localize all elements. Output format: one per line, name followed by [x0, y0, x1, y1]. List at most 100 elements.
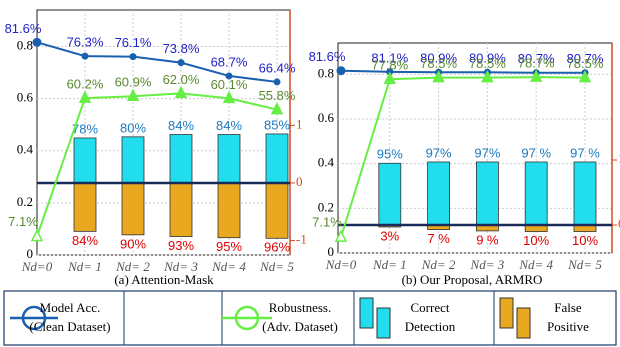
marker	[174, 85, 188, 99]
legend-icon	[234, 305, 260, 331]
data-label: 95%	[216, 239, 242, 254]
y-tick-label: 0.4	[17, 142, 34, 157]
bar	[573, 161, 597, 226]
bar	[265, 133, 289, 184]
legend-label: Model Acc.	[40, 300, 101, 315]
data-label: 84%	[168, 118, 194, 133]
y2-tick-label: 0	[618, 216, 620, 231]
legend-label: Robustness.	[269, 300, 331, 315]
marker	[129, 53, 137, 61]
bar	[121, 136, 145, 184]
y-tick-label: 0.4	[318, 155, 335, 170]
y2-tick-label: 1	[618, 151, 620, 166]
data-label: 81.6%	[309, 49, 346, 64]
data-label: 73.8%	[163, 41, 200, 56]
data-label: 80.7%	[518, 51, 555, 66]
data-label: 76.1%	[115, 35, 152, 50]
marker	[32, 37, 42, 47]
caption: (b) Our Proposal, ARMRO	[402, 272, 543, 287]
data-label: 81.6%	[5, 21, 42, 36]
data-label: 62.0%	[163, 72, 200, 87]
legend-icon	[499, 297, 514, 329]
data-label: 80.7%	[567, 51, 604, 66]
data-label: 84%	[216, 118, 242, 133]
data-label: 81.1%	[371, 50, 408, 65]
data-label: 93%	[168, 238, 194, 253]
y-tick-label: 0.6	[318, 110, 335, 125]
marker	[273, 78, 281, 86]
x-tick-label: Nd= 4	[518, 257, 553, 272]
data-label: 85%	[264, 117, 290, 132]
data-label: 80.9%	[469, 51, 506, 66]
y2-tick-label: -1	[296, 232, 307, 247]
legend-icon	[376, 307, 391, 339]
data-label: 90%	[120, 236, 146, 251]
bar	[217, 134, 241, 184]
marker	[30, 228, 44, 242]
y2-tick-label: 0	[296, 174, 303, 189]
bar	[475, 161, 499, 226]
line	[340, 69, 585, 74]
legend-icon	[359, 297, 374, 329]
x-tick-label: Nd= 2	[421, 257, 456, 272]
marker	[222, 90, 236, 104]
marker	[336, 66, 346, 76]
line	[36, 92, 278, 237]
data-label: 84%	[72, 233, 98, 248]
legend-box	[3, 290, 617, 346]
data-label: 55.8%	[259, 88, 296, 103]
marker	[383, 71, 397, 84]
legend-label: Correct	[411, 300, 450, 315]
bar	[265, 182, 289, 239]
legend-icon	[21, 305, 47, 331]
legend-label: Detection	[405, 319, 456, 334]
marker	[432, 69, 445, 83]
data-label: 66.4%	[259, 60, 296, 75]
data-label: 78%	[72, 121, 98, 136]
x-tick-label: Nd= 2	[115, 259, 150, 274]
data-label: 80.9%	[420, 51, 457, 66]
marker	[270, 101, 284, 115]
legend-label: (Clean Dataset)	[29, 319, 110, 334]
bar	[169, 134, 193, 184]
data-label: 9 %	[476, 232, 499, 247]
marker	[225, 72, 233, 80]
data-label: 68.7%	[211, 54, 248, 69]
y-tick-label: 0.8	[17, 37, 33, 52]
marker	[578, 69, 592, 83]
data-label: 78.7%	[518, 56, 555, 71]
legend-label: Positive	[547, 319, 589, 334]
marker	[126, 88, 140, 102]
data-label: 7.1%	[312, 215, 342, 230]
x-tick-label: Nd=0	[21, 259, 53, 274]
bar	[524, 161, 548, 226]
data-label: 60.9%	[115, 75, 152, 90]
marker	[78, 90, 92, 103]
data-label: 60.2%	[67, 77, 104, 92]
x-tick-label: Nd= 3	[470, 257, 505, 272]
data-label: 10%	[523, 233, 549, 248]
y-tick-label: 0	[328, 244, 335, 259]
x-tick-label: Nd= 5	[567, 257, 602, 272]
y-tick-label: 0.6	[17, 90, 34, 105]
marker	[334, 229, 348, 242]
bar	[378, 162, 402, 226]
bar	[217, 182, 241, 239]
line	[36, 41, 278, 83]
legend-icon	[516, 307, 531, 339]
caption: (a) Attention-Mask	[114, 272, 214, 287]
x-tick-label: Nd= 1	[372, 257, 407, 272]
data-label: 97 %	[521, 145, 551, 160]
x-tick-label: Nd= 4	[211, 259, 246, 274]
bar	[169, 182, 193, 237]
data-label: 7 %	[427, 231, 450, 246]
legend-label: (Adv. Dataset)	[262, 319, 338, 334]
data-label: 97 %	[570, 145, 600, 160]
data-label: 7.1%	[8, 214, 38, 229]
data-label: 97%	[474, 145, 500, 160]
line	[340, 76, 586, 238]
data-label: 76.3%	[67, 35, 104, 50]
y2-tick-label: 1	[296, 116, 303, 131]
y-tick-label: 0.2	[17, 194, 33, 209]
